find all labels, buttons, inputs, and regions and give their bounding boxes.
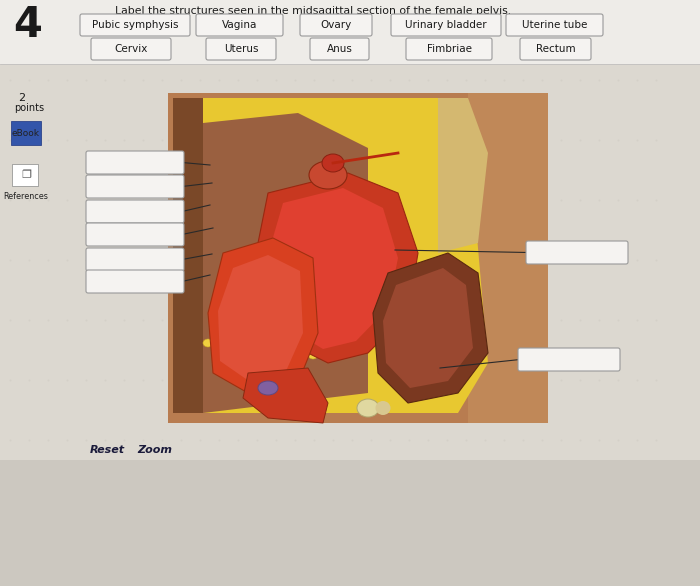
FancyBboxPatch shape [86,270,184,293]
Text: Uterine tube: Uterine tube [522,20,587,30]
Text: Cervix: Cervix [114,44,148,54]
FancyBboxPatch shape [506,14,603,36]
Bar [0,64,700,586]
Ellipse shape [293,339,303,347]
Text: Anus: Anus [327,44,352,54]
Ellipse shape [322,154,344,172]
FancyBboxPatch shape [80,14,190,36]
Ellipse shape [357,399,379,417]
Polygon shape [218,255,303,379]
FancyBboxPatch shape [526,241,628,264]
FancyBboxPatch shape [391,14,501,36]
FancyBboxPatch shape [300,14,372,36]
Ellipse shape [278,363,288,371]
FancyBboxPatch shape [86,223,184,246]
Text: 2: 2 [18,93,25,103]
Text: Urinary bladder: Urinary bladder [405,20,486,30]
Text: Rectum: Rectum [536,44,575,54]
FancyBboxPatch shape [11,121,41,145]
FancyBboxPatch shape [406,38,492,60]
FancyBboxPatch shape [206,38,276,60]
Text: ❐: ❐ [21,170,31,180]
FancyBboxPatch shape [520,38,591,60]
Ellipse shape [258,381,278,395]
Polygon shape [258,173,418,363]
Ellipse shape [218,351,228,359]
Text: 4: 4 [13,4,43,46]
Text: Fimbriae: Fimbriae [426,44,472,54]
Polygon shape [173,98,488,413]
FancyBboxPatch shape [168,93,548,423]
Polygon shape [272,188,398,349]
Ellipse shape [203,339,213,347]
FancyBboxPatch shape [86,248,184,271]
Ellipse shape [308,351,318,359]
Text: Reset: Reset [90,445,125,455]
Polygon shape [438,98,488,253]
Text: References: References [4,192,48,201]
Polygon shape [243,368,328,423]
Bar [0,460,700,586]
Text: points: points [14,103,44,113]
Polygon shape [208,238,318,393]
FancyBboxPatch shape [86,175,184,198]
FancyBboxPatch shape [86,151,184,174]
FancyBboxPatch shape [12,164,38,186]
Text: eBook: eBook [12,128,40,138]
Polygon shape [383,268,473,388]
Ellipse shape [248,339,258,347]
FancyBboxPatch shape [518,348,620,371]
Text: Ovary: Ovary [321,20,351,30]
FancyBboxPatch shape [86,200,184,223]
Polygon shape [173,98,203,413]
FancyBboxPatch shape [310,38,369,60]
Ellipse shape [375,401,391,415]
Bar [0,0,700,64]
Text: Uterus: Uterus [224,44,258,54]
FancyBboxPatch shape [196,14,283,36]
Text: Pubic symphysis: Pubic symphysis [92,20,178,30]
Ellipse shape [233,363,243,371]
Polygon shape [468,93,548,423]
FancyBboxPatch shape [91,38,171,60]
Text: Label the structures seen in the midsagittal section of the female pelvis.: Label the structures seen in the midsagi… [115,6,511,16]
Polygon shape [203,113,368,413]
Text: Vagina: Vagina [222,20,257,30]
Ellipse shape [263,351,273,359]
Polygon shape [373,253,488,403]
Text: Zoom: Zoom [137,445,172,455]
Ellipse shape [309,161,347,189]
